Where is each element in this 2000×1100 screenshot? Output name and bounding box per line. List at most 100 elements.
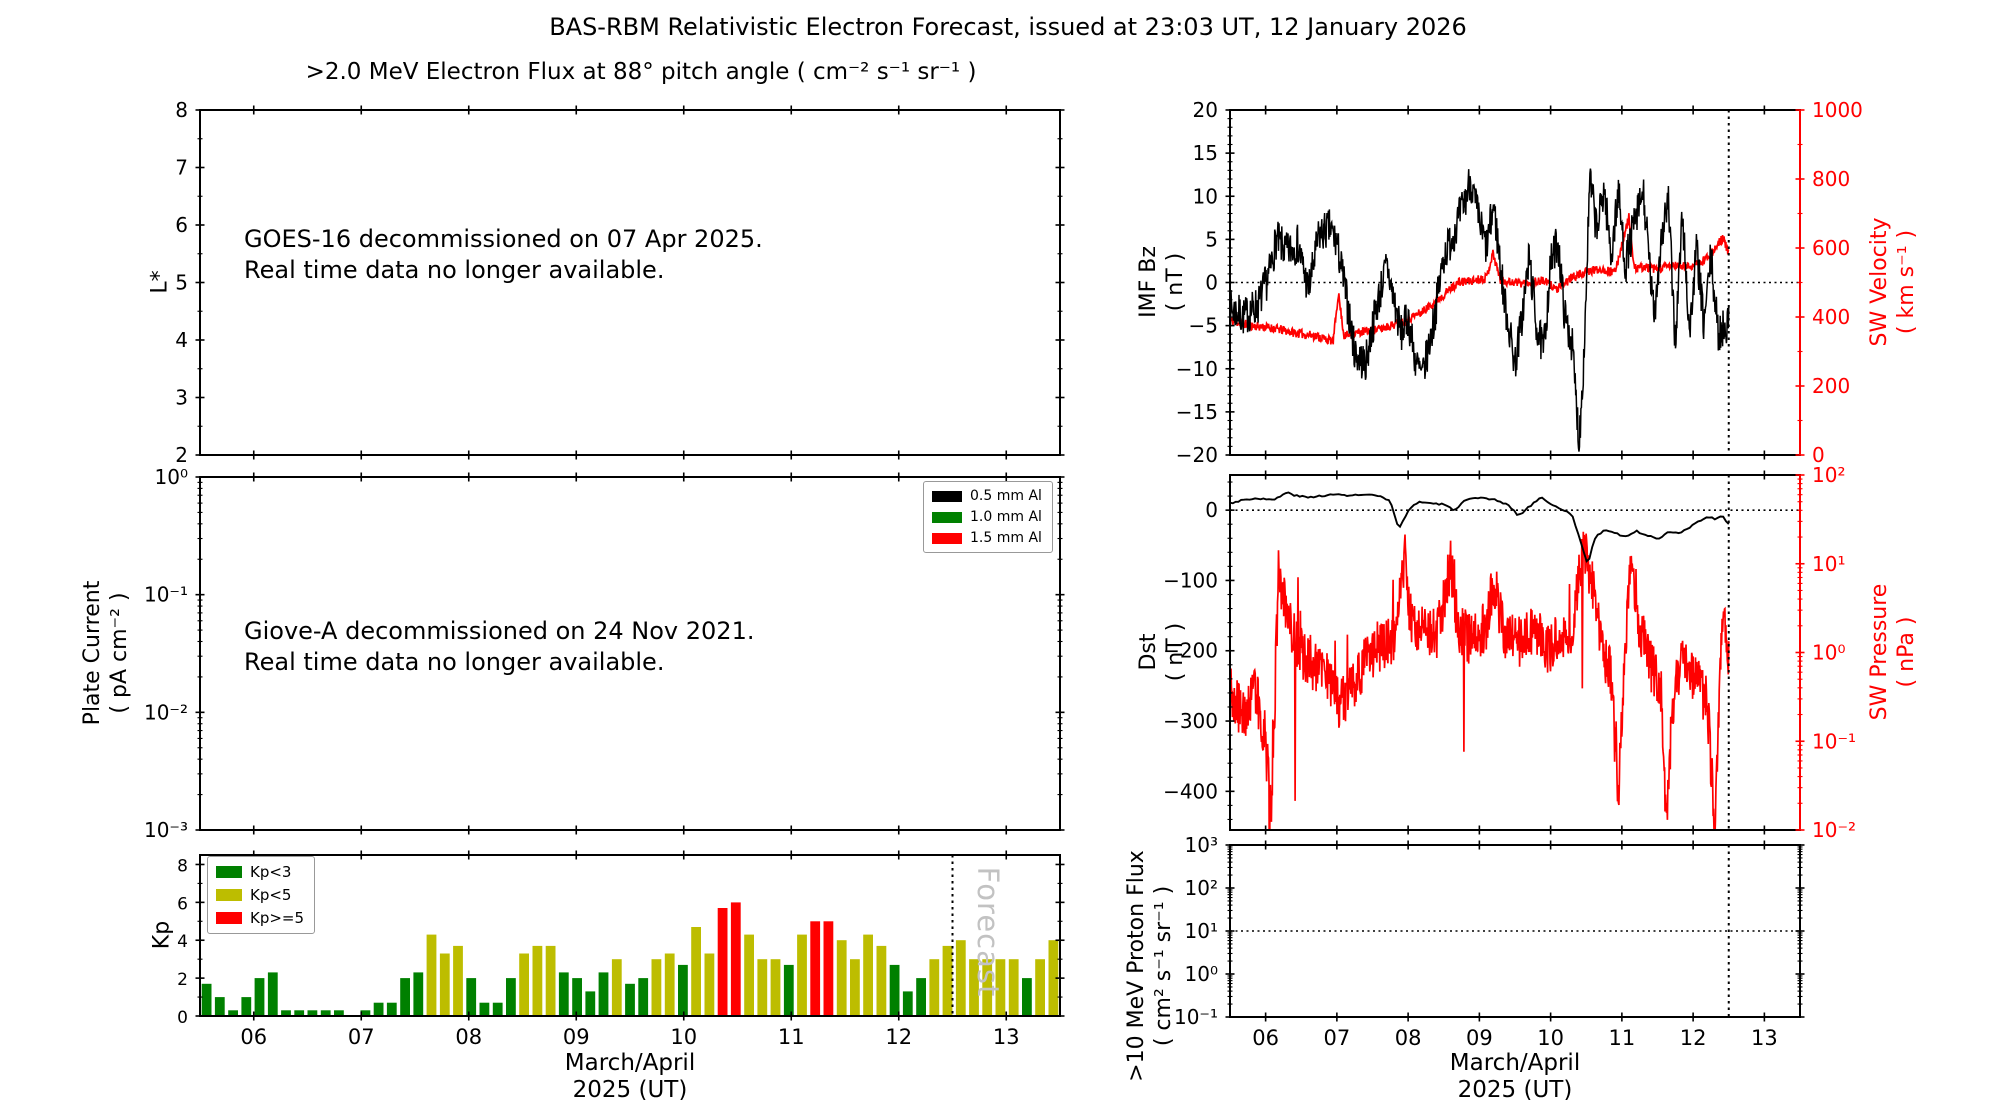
tick-label: 200 (1812, 374, 1850, 398)
electron-flux-panel-title: >2.0 MeV Electron Flux at 88° pitch angl… (305, 59, 977, 85)
tick-label: 8 (177, 856, 188, 876)
tick-label: 10³ (1185, 833, 1218, 857)
kp-bar (902, 991, 913, 1016)
tick-label: 10⁻¹ (1812, 729, 1856, 753)
tick-label: −400 (1163, 779, 1218, 803)
legend-label: 1.5 mm Al (970, 530, 1042, 546)
kp-legend: Kp<3 Kp<5 Kp>=5 (207, 856, 316, 934)
kp-bar (730, 902, 741, 1016)
kp-bar (678, 964, 688, 1016)
tick-label: −300 (1163, 709, 1218, 733)
data-series (1230, 531, 1730, 830)
tick-label: 4 (175, 328, 188, 352)
kp-bar (969, 959, 979, 1016)
kp-bar (691, 927, 701, 1016)
tick-label: 800 (1812, 167, 1850, 191)
tick-label: 12 (885, 1025, 912, 1049)
legend-item: 1.5 mm Al (932, 530, 1042, 546)
tick-label: 10 (1537, 1026, 1564, 1050)
tick-label: 12 (1680, 1026, 1707, 1050)
kp-bar (770, 959, 781, 1016)
tick-label: 5 (1205, 227, 1218, 251)
data-series (1230, 168, 1730, 452)
kp-bar (916, 978, 926, 1016)
kp-bar (889, 964, 900, 1016)
tick-label: 10 (670, 1025, 697, 1049)
tick-label: 2 (177, 970, 188, 990)
tick-label: 7 (175, 156, 188, 180)
kp-bar (307, 1010, 318, 1016)
giovea-annotation: Giove-A decommissioned on 24 Nov 2021. R… (244, 617, 755, 676)
kp-bar (558, 972, 569, 1016)
kp-bar (241, 997, 252, 1016)
kp-bar (360, 1010, 371, 1016)
kp-bar (532, 945, 543, 1016)
kp-bar (492, 1002, 503, 1016)
kp-bar (386, 1002, 397, 1016)
tick-label: 09 (1466, 1026, 1493, 1050)
tick-label: 5 (175, 271, 188, 295)
kp-axis-label: Kp (149, 920, 175, 950)
tick-label: 07 (348, 1025, 375, 1049)
legend-swatch (216, 866, 242, 878)
tick-label: 3 (175, 386, 188, 410)
tick-label: 10⁻³ (144, 818, 188, 842)
tick-label: 4 (177, 932, 188, 952)
kp-bar (664, 953, 675, 1016)
tick-label: 13 (1751, 1026, 1778, 1050)
tick-label: 10⁻¹ (144, 583, 188, 607)
kp-bar (982, 959, 993, 1016)
tick-label: 10⁰ (155, 465, 188, 489)
tick-label: 6 (177, 894, 188, 914)
tick-label: 0 (1205, 271, 1218, 295)
kp-bar (439, 953, 450, 1016)
tick-label: −20 (1176, 443, 1218, 467)
kp-bar (373, 1002, 384, 1016)
kp-panel: 0 2 4 6 8 06 07 08 09 10 11 12 13 (177, 850, 1065, 1049)
legend-label: 0.5 mm Al (970, 488, 1042, 504)
kp-bar (519, 953, 529, 1016)
kp-bar (836, 940, 847, 1016)
tick-label: 0 (177, 1008, 188, 1028)
tick-label: −100 (1163, 568, 1218, 592)
tick-label: 10⁻¹ (1174, 1005, 1218, 1029)
kp-bar (876, 945, 887, 1016)
figure-title: BAS-RBM Relativistic Electron Forecast, … (549, 13, 1467, 41)
kp-bar (545, 945, 556, 1016)
kp-bar (453, 945, 463, 1016)
tick-label: 10¹ (1812, 552, 1845, 576)
tick-label: 2 (175, 443, 188, 467)
dst-axis-label: Dst ( nT ) (1136, 622, 1188, 682)
kp-bar (254, 978, 265, 1016)
tick-label: 11 (778, 1025, 805, 1049)
tick-label: 1000 (1812, 98, 1863, 122)
proton-flux-panel: 10³ 10² 10¹ 10⁰ 10⁻¹ 06 07 08 09 10 11 12 13 (1174, 833, 1805, 1050)
legend-label: Kp<3 (250, 863, 292, 881)
kp-bar (850, 959, 860, 1016)
kp-bar (995, 959, 1006, 1016)
kp-bar (413, 972, 424, 1016)
x-axis-label-left: March/April 2025 (UT) (564, 1050, 696, 1100)
tick-label: 400 (1812, 305, 1850, 329)
tick-label: 13 (993, 1025, 1020, 1049)
kp-bar (717, 908, 728, 1016)
kp-bar (1022, 978, 1032, 1016)
tick-label: −10 (1176, 357, 1218, 381)
tick-label: 600 (1812, 236, 1850, 260)
kp-bar (267, 972, 278, 1016)
kp-bar (585, 991, 596, 1016)
tick-label: 10² (1185, 876, 1218, 900)
plate-current-axis-label: Plate Current ( pA cm⁻² ) (80, 580, 132, 726)
tick-label: 20 (1193, 98, 1218, 122)
kp-bar (704, 953, 715, 1016)
tick-label: 10⁻² (144, 700, 188, 724)
kp-bar (281, 1010, 291, 1016)
kp-bar (955, 940, 966, 1016)
x-axis-label-right: March/April 2025 (UT) (1449, 1050, 1581, 1100)
kp-bar (744, 934, 754, 1016)
legend-item: 0.5 mm Al (932, 488, 1042, 504)
kp-bar (426, 934, 437, 1016)
sw-velocity-axis-label: SW Velocity ( km s⁻¹ ) (1867, 217, 1919, 347)
